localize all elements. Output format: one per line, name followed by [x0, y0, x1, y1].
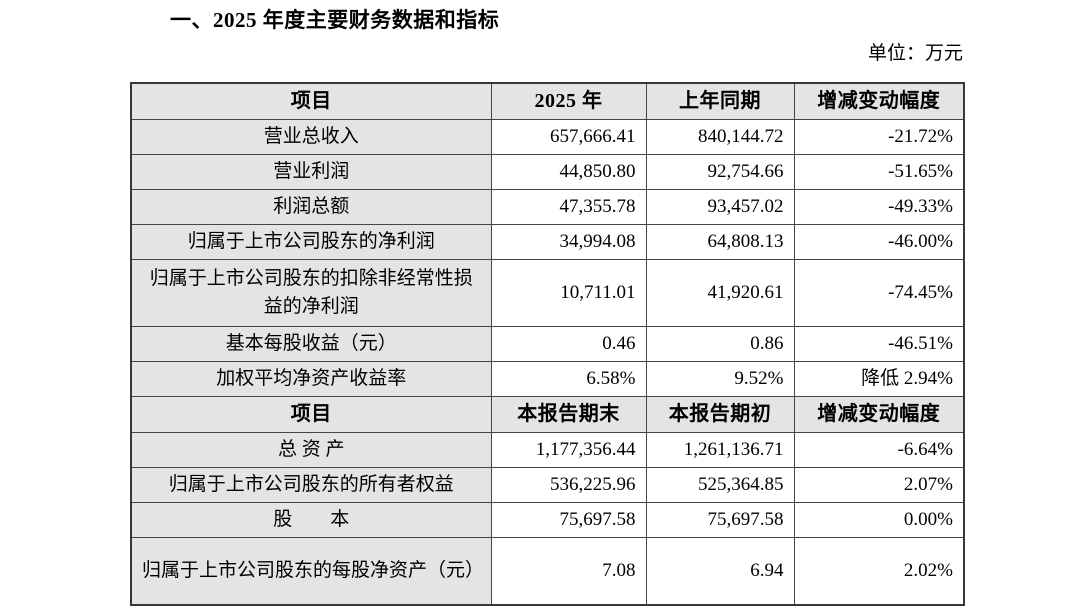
row-change-value: -51.65%	[793, 153, 965, 190]
row-change-value: -6.64%	[793, 431, 965, 468]
header-cell-period-end: 本报告期末	[490, 395, 647, 433]
header-cell-change: 增减变动幅度	[793, 82, 965, 120]
table-row-weighted-avg-roe: 加权平均净资产收益率 6.58% 9.52% 降低 2.94%	[130, 360, 965, 397]
row-current-value: 34,994.08	[490, 223, 647, 260]
header-cell-change: 增减变动幅度	[793, 395, 965, 433]
row-current-value: 44,850.80	[490, 153, 647, 190]
header-cell-item: 项目	[130, 395, 492, 433]
row-label: 营业总收入	[130, 118, 492, 155]
row-prior-value: 75,697.58	[645, 501, 795, 538]
row-change-value: 2.07%	[793, 466, 965, 503]
row-label: 归属于上市公司股东的净利润	[130, 223, 492, 260]
table-row-total-assets: 总 资 产 1,177,356.44 1,261,136.71 -6.64%	[130, 431, 965, 468]
financial-indicators-table: 项目 2025 年 上年同期 增减变动幅度 营业总收入 657,666.41 8…	[130, 82, 965, 606]
table-row-net-profit-excl-nonrecurring: 归属于上市公司股东的扣除非经常性损益的净利润 10,711.01 41,920.…	[130, 258, 965, 327]
row-current-value: 657,666.41	[490, 118, 647, 155]
row-prior-value: 6.94	[645, 536, 795, 606]
row-prior-value: 41,920.61	[645, 258, 795, 327]
row-prior-value: 9.52%	[645, 360, 795, 397]
table-row-owners-equity: 归属于上市公司股东的所有者权益 536,225.96 525,364.85 2.…	[130, 466, 965, 503]
row-change-value: -49.33%	[793, 188, 965, 225]
table-row-net-assets-per-share: 归属于上市公司股东的每股净资产（元） 7.08 6.94 2.02%	[130, 536, 965, 606]
row-prior-value: 840,144.72	[645, 118, 795, 155]
row-change-value: -46.51%	[793, 325, 965, 362]
row-prior-value: 92,754.66	[645, 153, 795, 190]
unit-label: 单位：万元	[867, 43, 963, 64]
row-label: 归属于上市公司股东的每股净资产（元）	[130, 536, 492, 606]
table-row-total-profit: 利润总额 47,355.78 93,457.02 -49.33%	[130, 188, 965, 225]
row-label: 基本每股收益（元）	[130, 325, 492, 362]
row-label: 营业利润	[130, 153, 492, 190]
header-cell-current-year: 2025 年	[490, 82, 647, 120]
row-current-value: 7.08	[490, 536, 647, 606]
table-header-row-balance: 项目 本报告期末 本报告期初 增减变动幅度	[130, 395, 965, 433]
row-change-value: -46.00%	[793, 223, 965, 260]
row-prior-value: 1,261,136.71	[645, 431, 795, 468]
table-row-basic-eps: 基本每股收益（元） 0.46 0.86 -46.51%	[130, 325, 965, 362]
row-current-value: 75,697.58	[490, 501, 647, 538]
row-prior-value: 0.86	[645, 325, 795, 362]
row-current-value: 0.46	[490, 325, 647, 362]
table-row-net-profit-attributable: 归属于上市公司股东的净利润 34,994.08 64,808.13 -46.00…	[130, 223, 965, 260]
table-row-operating-profit: 营业利润 44,850.80 92,754.66 -51.65%	[130, 153, 965, 190]
header-cell-item: 项目	[130, 82, 492, 120]
row-change-value: -21.72%	[793, 118, 965, 155]
table-row-share-capital: 股 本 75,697.58 75,697.58 0.00%	[130, 501, 965, 538]
row-label: 归属于上市公司股东的扣除非经常性损益的净利润	[130, 258, 492, 327]
table-header-row-annual: 项目 2025 年 上年同期 增减变动幅度	[130, 82, 965, 120]
row-label: 总 资 产	[130, 431, 492, 468]
row-change-value: 0.00%	[793, 501, 965, 538]
row-current-value: 10,711.01	[490, 258, 647, 327]
row-label: 加权平均净资产收益率	[130, 360, 492, 397]
page-title: 一、2025 年度主要财务数据和指标	[170, 8, 500, 32]
row-label: 归属于上市公司股东的所有者权益	[130, 466, 492, 503]
row-prior-value: 64,808.13	[645, 223, 795, 260]
row-current-value: 6.58%	[490, 360, 647, 397]
row-prior-value: 93,457.02	[645, 188, 795, 225]
header-cell-period-begin: 本报告期初	[645, 395, 795, 433]
row-current-value: 47,355.78	[490, 188, 647, 225]
row-prior-value: 525,364.85	[645, 466, 795, 503]
table-row-total-revenue: 营业总收入 657,666.41 840,144.72 -21.72%	[130, 118, 965, 155]
row-current-value: 1,177,356.44	[490, 431, 647, 468]
row-label: 利润总额	[130, 188, 492, 225]
row-current-value: 536,225.96	[490, 466, 647, 503]
row-label: 股 本	[130, 501, 492, 538]
header-cell-prior-period: 上年同期	[645, 82, 795, 120]
row-change-value: -74.45%	[793, 258, 965, 327]
row-change-value: 降低 2.94%	[793, 360, 965, 397]
row-change-value: 2.02%	[793, 536, 965, 606]
